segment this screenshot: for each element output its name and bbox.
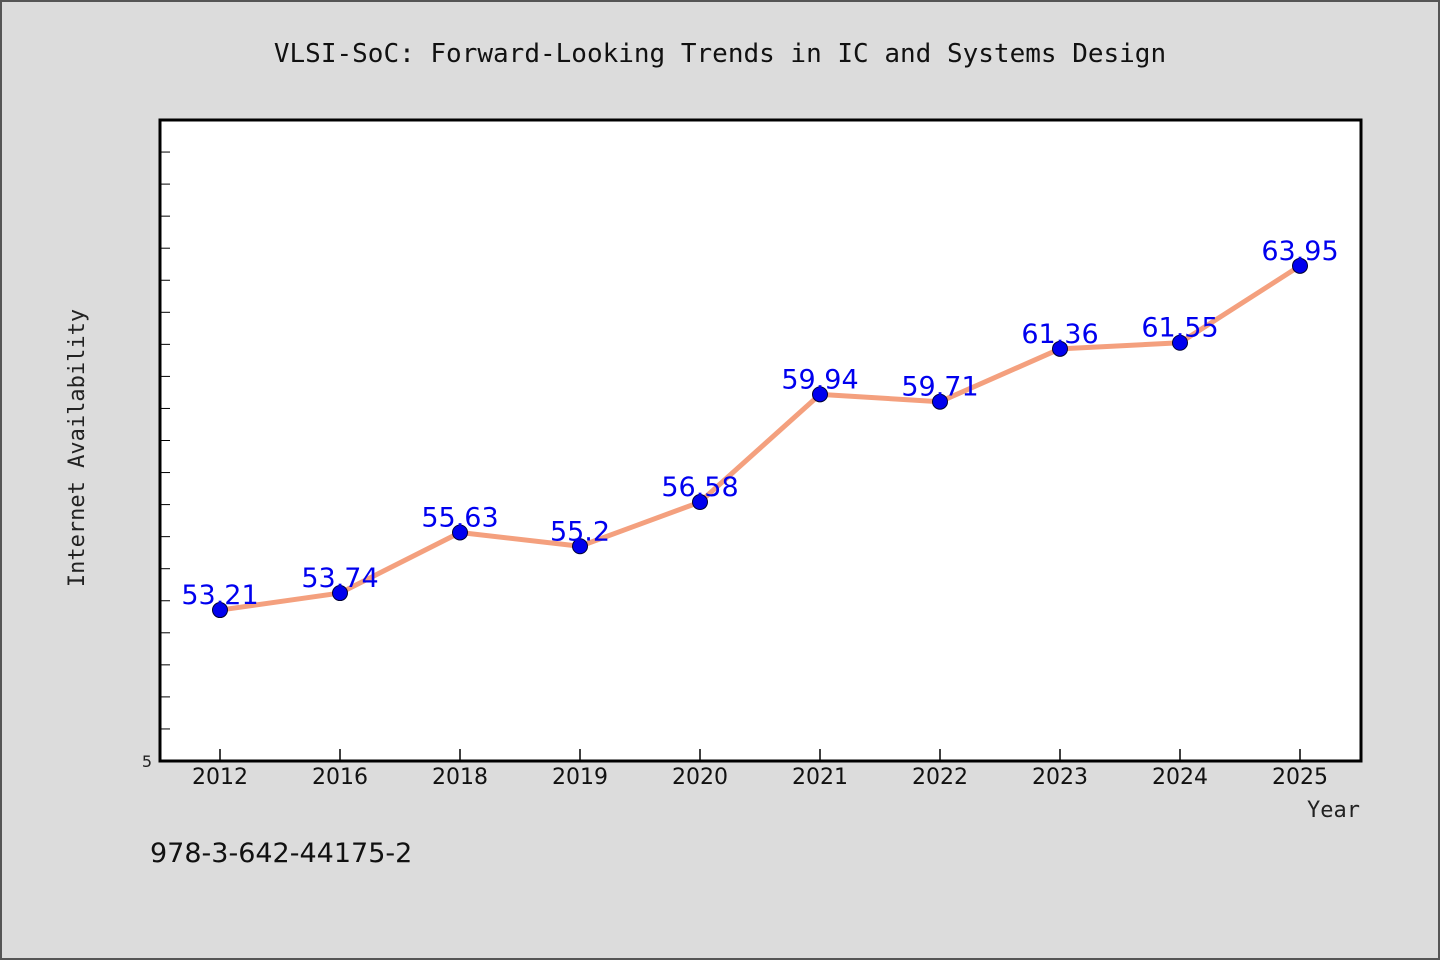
- x-tick-label: 2016: [312, 765, 368, 790]
- data-label: 61.55: [1141, 313, 1218, 344]
- chart-title: VLSI-SoC: Forward-Looking Trends in IC a…: [274, 39, 1166, 69]
- x-tick-label: 2018: [432, 765, 488, 790]
- series-line-segment: [1177, 263, 1303, 346]
- series-line-segment: [577, 499, 703, 549]
- x-tick-label: 2024: [1152, 765, 1208, 790]
- x-tick-label: 2022: [912, 765, 968, 790]
- y-axis-tick-labels: 5: [142, 752, 152, 771]
- data-label: 53.21: [181, 580, 258, 611]
- data-label: 53.74: [301, 563, 378, 594]
- data-label: 55.2: [550, 516, 610, 547]
- series-line-segment: [1057, 340, 1183, 352]
- series-line-segment: [457, 529, 583, 549]
- y-axis-ticks: [160, 151, 170, 730]
- plot-area: [158, 118, 1363, 763]
- data-label: 59.71: [901, 372, 978, 403]
- data-point: [332, 585, 348, 602]
- data-point: [212, 602, 228, 619]
- series-line-segment: [697, 391, 823, 505]
- series-lines: [217, 263, 1303, 613]
- series-line-segment: [937, 346, 1063, 405]
- data-point: [692, 494, 708, 511]
- data-label: 63.95: [1261, 236, 1338, 267]
- data-label: 59.94: [781, 364, 858, 395]
- x-tick-label: 2012: [192, 765, 248, 790]
- data-point: [812, 386, 828, 403]
- y-tick-label: 5: [142, 752, 152, 771]
- data-point: [1052, 340, 1068, 357]
- series-markers: [212, 257, 1308, 619]
- data-point: [1292, 257, 1308, 274]
- data-point: [572, 538, 588, 555]
- y-axis-label: Internet Availability: [65, 309, 90, 587]
- data-labels: 53.21 53.74 55.63 55.2 56.58 59.94 59.71 61.36 6…: [181, 236, 1338, 611]
- series-line-segment: [217, 590, 343, 613]
- data-point: [452, 524, 468, 541]
- series-line-segment: [337, 529, 463, 596]
- series-line-segment: [817, 391, 943, 405]
- x-tick-label: 2025: [1272, 765, 1328, 790]
- x-axis-label: Year: [1307, 798, 1360, 823]
- x-axis-ticks: [219, 749, 1301, 761]
- data-point: [1172, 334, 1188, 351]
- x-tick-label: 2023: [1032, 765, 1088, 790]
- data-point: [932, 393, 948, 410]
- x-tick-label: 2020: [672, 765, 728, 790]
- data-label: 56.58: [661, 472, 738, 503]
- isbn-text: 978-3-642-44175-2: [150, 838, 412, 869]
- x-tick-label: 2019: [552, 765, 608, 790]
- x-axis-tick-labels: 2012 2016 2018 2019 2020 2021 2022 2023 2024 2025: [192, 765, 1328, 790]
- data-label: 61.36: [1021, 319, 1098, 350]
- x-tick-label: 2021: [792, 765, 848, 790]
- data-label: 55.63: [421, 502, 498, 533]
